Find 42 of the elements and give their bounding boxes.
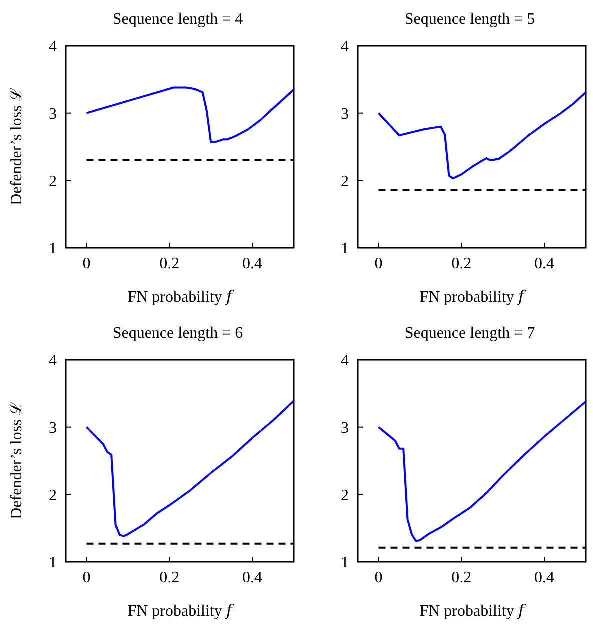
x-tick-label: 0	[374, 569, 383, 586]
line-series	[378, 91, 586, 180]
x-tick-label: 0.4	[534, 255, 555, 272]
y-tick-label: 1	[341, 240, 349, 258]
y-tick-label: 2	[49, 173, 57, 190]
x-tick-label: 0.2	[452, 255, 472, 272]
chart-title: Sequence length = 4	[112, 10, 244, 30]
chart-title: Sequence length = 7	[404, 324, 536, 344]
line-series	[86, 86, 294, 144]
x-tick-label: 0	[82, 255, 91, 272]
x-tick-label: 0	[82, 569, 91, 586]
chart-title: Sequence length = 5	[404, 10, 536, 30]
line-series	[86, 400, 294, 538]
y-tick-label: 3	[341, 420, 349, 438]
x-tick-label: 0.2	[160, 569, 180, 586]
y-tick-label: 1	[49, 554, 57, 572]
x-tick-label: 0.4	[242, 255, 263, 272]
x-tick-label: 0.2	[452, 569, 472, 586]
y-tick-label: 2	[341, 487, 349, 504]
y-tick-label: 3	[49, 420, 57, 438]
y-tick-label: 1	[341, 554, 349, 572]
y-tick-label: 4	[341, 352, 349, 370]
y-axis-title: Defender’s loss ℒ	[8, 88, 26, 206]
x-tick-label: 0.4	[242, 569, 263, 586]
y-tick-label: 3	[341, 106, 349, 124]
y-tick-label: 4	[49, 352, 57, 370]
y-tick-label: 2	[49, 487, 57, 504]
y-tick-label: 4	[49, 38, 57, 56]
x-tick-label: 0	[374, 255, 383, 272]
y-tick-label: 2	[341, 173, 349, 190]
x-axis-title: FN probability 𝑓	[128, 603, 236, 620]
x-axis-title: FN probability 𝑓	[420, 603, 528, 620]
chart-title: Sequence length = 6	[112, 324, 244, 344]
line-series	[378, 400, 586, 542]
x-axis-title: FN probability 𝑓	[420, 289, 528, 306]
y-tick-label: 3	[49, 106, 57, 124]
y-axis-title: Defender’s loss ℒ	[8, 402, 26, 520]
x-axis-title: FN probability 𝑓	[128, 289, 236, 306]
x-tick-label: 0.2	[160, 255, 180, 272]
y-tick-label: 1	[49, 240, 57, 258]
y-tick-label: 4	[341, 38, 349, 56]
x-tick-label: 0.4	[534, 569, 555, 586]
